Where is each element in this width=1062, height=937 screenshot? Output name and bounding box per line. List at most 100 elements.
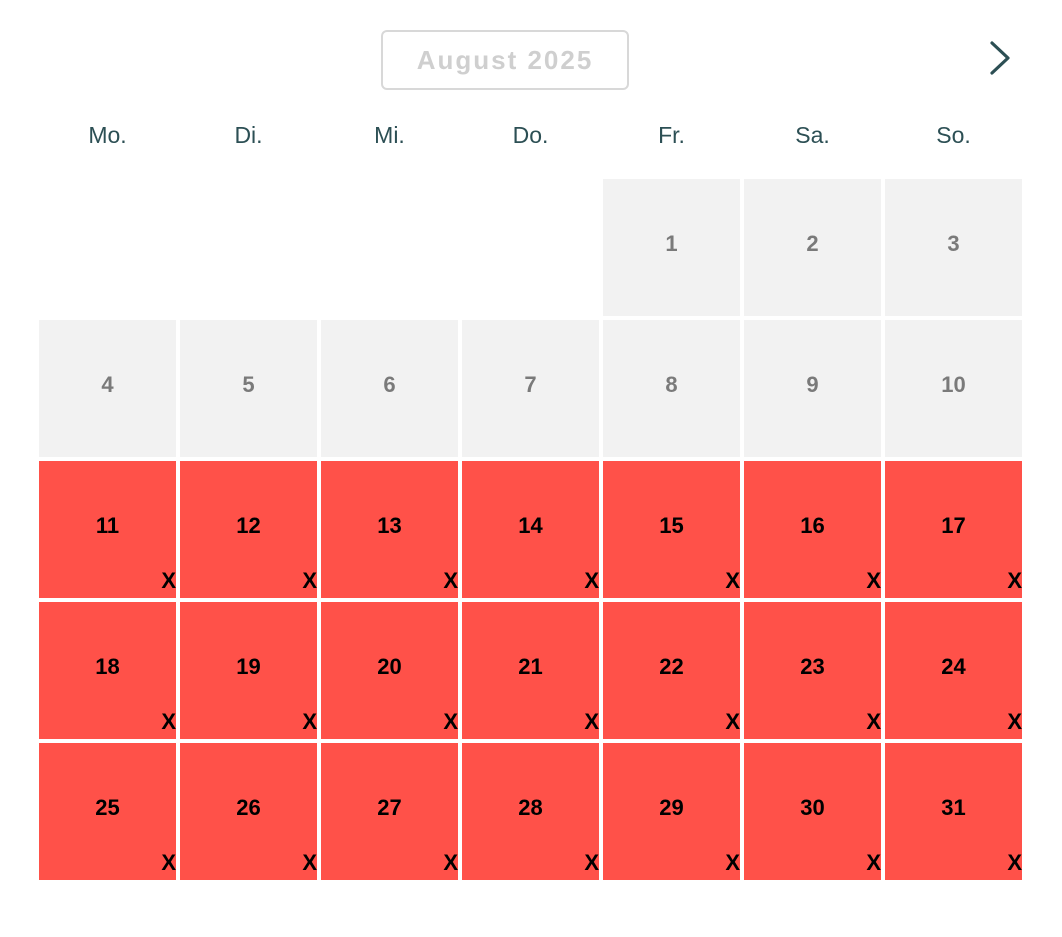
day-grid: 1 2 3 4 5 6 7 8 9 10 11 X 12 X 13 X 14 X 15 X 16 X 17 X 18 X 19 X 20… xyxy=(39,179,1022,880)
unavailable-mark: X xyxy=(725,850,740,875)
day-cell-23: 23 X xyxy=(744,602,881,739)
day-number: 24 xyxy=(941,654,966,679)
day-cell-25: 25 X xyxy=(39,743,176,880)
chevron-right-icon xyxy=(988,39,1012,82)
day-number: 9 xyxy=(806,372,819,397)
weekday-tuesday: Di. xyxy=(234,121,263,148)
day-cell-19: 19 X xyxy=(180,602,317,739)
day-cell-11: 11 X xyxy=(39,461,176,598)
day-number: 22 xyxy=(659,654,684,679)
day-number: 7 xyxy=(524,372,537,397)
unavailable-mark: X xyxy=(1007,709,1022,734)
day-cell-4: 4 xyxy=(39,320,176,457)
unavailable-mark: X xyxy=(1007,850,1022,875)
day-cell-empty xyxy=(39,179,176,316)
calendar-header: August 2025 xyxy=(0,0,1062,110)
unavailable-mark: X xyxy=(443,568,458,593)
day-number: 2 xyxy=(806,231,819,256)
day-cell-24: 24 X xyxy=(885,602,1022,739)
day-number: 26 xyxy=(236,795,261,820)
day-cell-7: 7 xyxy=(462,320,599,457)
day-cell-17: 17 X xyxy=(885,461,1022,598)
unavailable-mark: X xyxy=(302,850,317,875)
unavailable-mark: X xyxy=(443,850,458,875)
day-number: 6 xyxy=(383,372,396,397)
day-number: 11 xyxy=(95,513,120,538)
day-cell-21: 21 X xyxy=(462,602,599,739)
unavailable-mark: X xyxy=(584,568,599,593)
unavailable-mark: X xyxy=(443,709,458,734)
day-cell-22: 22 X xyxy=(603,602,740,739)
day-cell-28: 28 X xyxy=(462,743,599,880)
weekday-monday: Mo. xyxy=(88,121,127,148)
unavailable-mark: X xyxy=(725,568,740,593)
day-cell-31: 31 X xyxy=(885,743,1022,880)
day-cell-16: 16 X xyxy=(744,461,881,598)
unavailable-mark: X xyxy=(866,850,881,875)
day-number: 10 xyxy=(941,372,966,397)
day-cell-13: 13 X xyxy=(321,461,458,598)
day-number: 5 xyxy=(242,372,255,397)
day-number: 3 xyxy=(947,231,960,256)
day-number: 29 xyxy=(659,795,684,820)
day-cell-14: 14 X xyxy=(462,461,599,598)
day-cell-18: 18 X xyxy=(39,602,176,739)
day-number: 18 xyxy=(95,654,120,679)
day-number: 15 xyxy=(659,513,684,538)
day-number: 14 xyxy=(518,513,543,538)
day-cell-5: 5 xyxy=(180,320,317,457)
day-cell-2: 2 xyxy=(744,179,881,316)
day-cell-8: 8 xyxy=(603,320,740,457)
day-cell-27: 27 X xyxy=(321,743,458,880)
day-number: 28 xyxy=(518,795,543,820)
day-cell-12: 12 X xyxy=(180,461,317,598)
day-cell-empty xyxy=(321,179,458,316)
day-number: 30 xyxy=(800,795,825,820)
day-number: 25 xyxy=(95,795,120,820)
weekday-friday: Fr. xyxy=(658,121,685,148)
day-cell-9: 9 xyxy=(744,320,881,457)
weekday-header-row: Mo. Di. Mi. Do. Fr. Sa. So. xyxy=(39,112,1020,158)
day-number: 16 xyxy=(800,513,825,538)
day-number: 4 xyxy=(101,372,114,397)
unavailable-mark: X xyxy=(1007,568,1022,593)
day-cell-empty xyxy=(180,179,317,316)
unavailable-mark: X xyxy=(584,709,599,734)
weekday-saturday: Sa. xyxy=(795,121,830,148)
day-cell-1: 1 xyxy=(603,179,740,316)
day-cell-10: 10 xyxy=(885,320,1022,457)
day-cell-empty xyxy=(462,179,599,316)
weekday-thursday: Do. xyxy=(512,121,549,148)
day-number: 23 xyxy=(800,654,825,679)
day-cell-29: 29 X xyxy=(603,743,740,880)
day-number: 12 xyxy=(236,513,261,538)
unavailable-mark: X xyxy=(584,850,599,875)
month-label[interactable]: August 2025 xyxy=(381,30,629,90)
unavailable-mark: X xyxy=(725,709,740,734)
day-cell-3: 3 xyxy=(885,179,1022,316)
day-number: 20 xyxy=(377,654,402,679)
unavailable-mark: X xyxy=(302,568,317,593)
day-number: 19 xyxy=(236,654,261,679)
unavailable-mark: X xyxy=(161,850,176,875)
day-number: 21 xyxy=(518,654,543,679)
unavailable-mark: X xyxy=(866,709,881,734)
day-number: 13 xyxy=(377,513,402,538)
unavailable-mark: X xyxy=(866,568,881,593)
unavailable-mark: X xyxy=(161,568,176,593)
day-number: 1 xyxy=(665,231,678,256)
day-cell-30: 30 X xyxy=(744,743,881,880)
day-cell-6: 6 xyxy=(321,320,458,457)
day-number: 17 xyxy=(941,513,966,538)
weekday-sunday: So. xyxy=(936,121,971,148)
next-month-button[interactable] xyxy=(976,36,1024,84)
day-cell-15: 15 X xyxy=(603,461,740,598)
day-number: 27 xyxy=(377,795,402,820)
unavailable-mark: X xyxy=(161,709,176,734)
weekday-wednesday: Mi. xyxy=(374,121,405,148)
day-cell-20: 20 X xyxy=(321,602,458,739)
day-number: 8 xyxy=(665,372,678,397)
day-number: 31 xyxy=(941,795,966,820)
day-cell-26: 26 X xyxy=(180,743,317,880)
